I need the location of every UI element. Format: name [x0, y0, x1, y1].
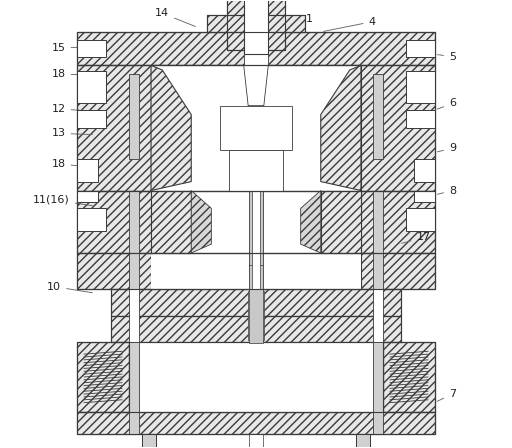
Bar — [77, 159, 98, 181]
Bar — [406, 208, 435, 231]
Bar — [252, 190, 260, 253]
Bar — [373, 253, 383, 289]
Bar — [77, 412, 435, 434]
Bar — [77, 65, 435, 190]
Bar — [406, 39, 435, 57]
Bar — [244, 32, 268, 65]
Text: 17: 17 — [401, 233, 431, 243]
Text: 18: 18 — [52, 159, 93, 169]
Polygon shape — [151, 190, 191, 253]
Text: 13: 13 — [52, 128, 93, 138]
Bar — [77, 32, 435, 65]
Bar — [129, 342, 139, 434]
Bar — [129, 74, 139, 159]
Bar — [111, 315, 401, 342]
Polygon shape — [151, 65, 191, 190]
Bar — [373, 190, 383, 253]
Text: 14: 14 — [155, 8, 196, 26]
Bar — [129, 342, 383, 412]
Bar — [77, 412, 435, 434]
Bar — [356, 434, 370, 448]
Bar — [77, 190, 435, 253]
Bar — [244, 0, 268, 54]
Polygon shape — [321, 65, 361, 190]
Bar — [406, 71, 435, 103]
Bar — [249, 253, 263, 289]
Bar — [77, 65, 435, 190]
Bar — [248, 291, 264, 340]
Bar — [142, 434, 156, 448]
Bar — [227, 0, 285, 50]
Bar — [373, 342, 383, 434]
Bar — [77, 190, 435, 253]
Bar — [77, 253, 435, 289]
Bar — [77, 190, 435, 253]
Bar — [77, 253, 435, 289]
Bar — [151, 253, 361, 289]
Text: 1: 1 — [272, 13, 313, 29]
Bar — [249, 289, 263, 342]
Text: 5: 5 — [437, 52, 456, 61]
Bar — [77, 208, 106, 231]
Polygon shape — [321, 190, 361, 253]
Bar — [383, 342, 435, 412]
Text: 8: 8 — [437, 185, 456, 195]
Bar — [151, 190, 361, 253]
Bar — [229, 151, 283, 190]
Text: 11(16): 11(16) — [33, 194, 93, 206]
Text: 9: 9 — [437, 143, 456, 153]
Bar — [129, 289, 139, 342]
Bar — [77, 412, 435, 434]
Bar — [77, 110, 106, 128]
Text: 6: 6 — [437, 99, 456, 109]
Bar — [373, 289, 383, 342]
Bar — [77, 342, 129, 412]
Text: 10: 10 — [47, 281, 93, 293]
Bar — [129, 190, 139, 253]
Bar — [111, 315, 401, 342]
Bar — [220, 106, 292, 151]
Bar — [77, 32, 435, 65]
Text: 15: 15 — [52, 43, 93, 52]
Polygon shape — [301, 190, 321, 253]
Bar — [252, 253, 260, 289]
Bar — [77, 190, 98, 202]
Text: 7: 7 — [437, 389, 456, 401]
Bar — [129, 253, 139, 289]
Bar — [227, 0, 285, 50]
Bar — [373, 74, 383, 159]
Bar — [414, 190, 435, 202]
Bar — [111, 289, 401, 315]
Bar — [207, 15, 305, 32]
Bar — [111, 289, 401, 315]
Polygon shape — [244, 65, 268, 106]
Bar — [77, 32, 435, 65]
Text: 4: 4 — [324, 17, 376, 31]
Bar — [414, 159, 435, 181]
Bar — [77, 71, 106, 103]
Bar — [249, 434, 263, 448]
Bar — [77, 253, 435, 289]
Bar — [406, 110, 435, 128]
Bar — [383, 342, 435, 412]
Bar — [249, 265, 263, 343]
Text: 2: 2 — [411, 215, 427, 224]
Text: 12: 12 — [52, 104, 93, 114]
Bar — [383, 342, 435, 412]
Polygon shape — [191, 190, 211, 253]
Bar — [77, 39, 106, 57]
Bar — [249, 190, 263, 253]
Bar — [207, 15, 305, 32]
Bar — [77, 342, 129, 412]
Bar — [77, 65, 435, 190]
Bar — [151, 65, 361, 190]
Text: 18: 18 — [52, 69, 93, 79]
Bar — [77, 342, 129, 412]
